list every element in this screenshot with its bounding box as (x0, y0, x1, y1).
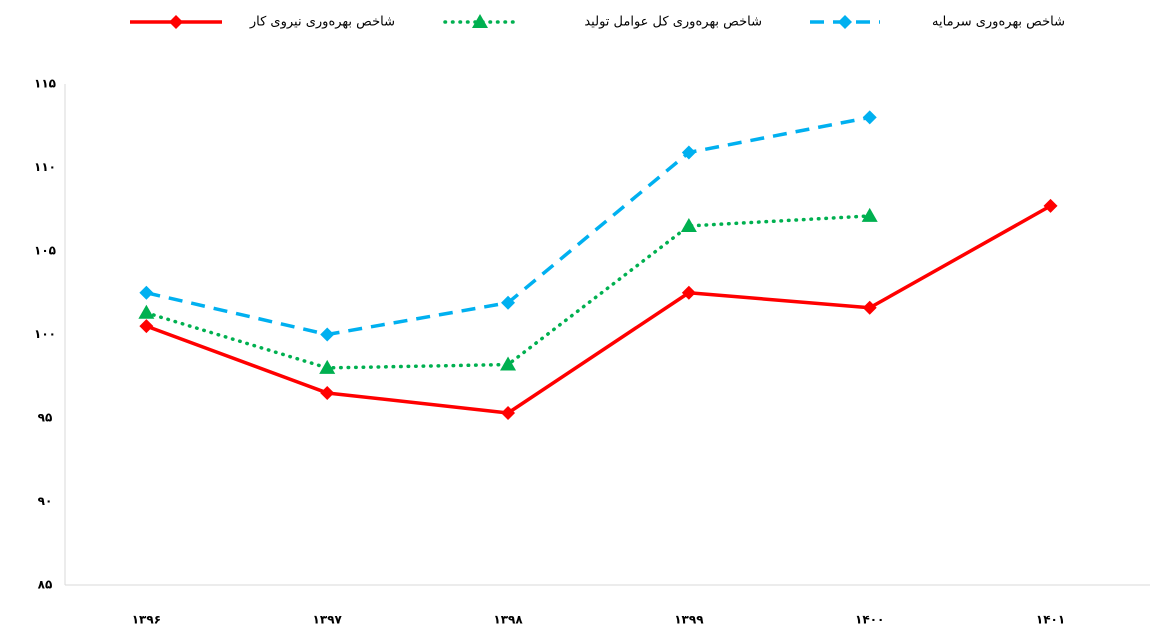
marker (320, 327, 335, 342)
x-tick-label: ۱۴۰۱ (1036, 613, 1065, 627)
series-line (145, 204, 1052, 415)
legend-label: شاخص بهره‌وری نیروی کار (249, 15, 395, 30)
y-tick-label: ۹۵ (38, 411, 53, 425)
legend-marker (169, 15, 183, 29)
marker (320, 385, 335, 400)
x-tick-label: ۱۳۹۶ (132, 613, 161, 627)
y-tick-label: ۱۱۵ (34, 77, 56, 91)
x-tick-label: ۱۳۹۷ (313, 613, 343, 627)
marker (139, 319, 154, 334)
marker (862, 300, 877, 315)
legend-marker (838, 15, 852, 29)
marker (501, 405, 516, 420)
marker (862, 110, 877, 125)
series-line (144, 214, 872, 370)
marker (1043, 198, 1058, 213)
marker (138, 304, 155, 319)
marker (500, 356, 517, 371)
x-tick-label: ۱۳۹۹ (674, 613, 704, 627)
marker (681, 285, 696, 300)
legend-label: شاخص بهره‌وری سرمایه (932, 15, 1065, 30)
x-tick-label: ۱۳۹۸ (493, 613, 523, 627)
marker (319, 359, 336, 374)
marker (139, 285, 154, 300)
marker (861, 207, 878, 222)
legend-marker (472, 14, 488, 28)
y-tick-label: ۹۰ (38, 494, 53, 508)
y-tick-label: ۱۰۰ (34, 327, 56, 341)
marker (681, 145, 696, 160)
legend-label: شاخص بهره‌وری کل عوامل تولید (584, 15, 762, 30)
y-tick-label: ۸۵ (38, 578, 53, 592)
marker (680, 217, 697, 232)
x-tick-label: ۱۴۰۰ (855, 613, 884, 627)
y-tick-label: ۱۰۵ (34, 244, 56, 258)
marker (501, 295, 516, 310)
y-tick-label: ۱۱۰ (34, 160, 56, 174)
